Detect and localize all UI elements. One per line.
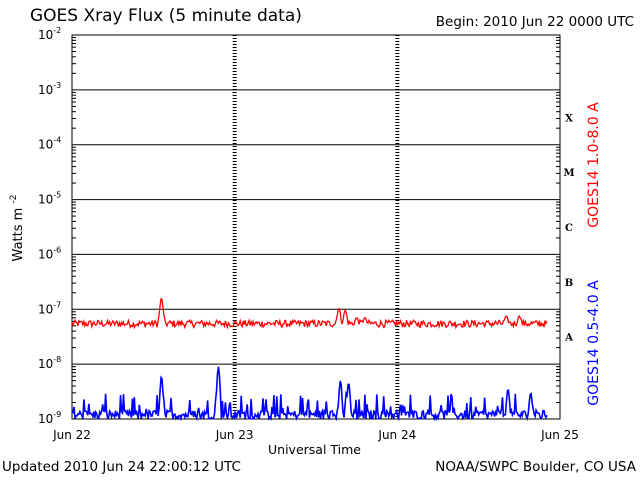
x-tick-label: Jun 24 <box>377 428 416 442</box>
y-tick-label: 10-3 <box>38 81 61 97</box>
flare-class-label: A <box>564 333 573 344</box>
flare-class-label: X <box>565 113 573 124</box>
series-legend: GOES14 1.0-8.0 A <box>586 102 602 228</box>
x-tick-label: Jun 23 <box>215 428 254 442</box>
flare-class-label: B <box>565 278 573 289</box>
x-tick-label: Jun 22 <box>52 428 91 442</box>
x-axis-label: Universal Time <box>268 442 361 457</box>
flare-class-label: C <box>565 223 573 234</box>
y-tick-label: 10-4 <box>38 136 61 152</box>
series-legend: GOES14 0.5-4.0 A <box>586 280 602 406</box>
y-tick-label: 10-9 <box>38 410 61 426</box>
y-tick-label: 10-6 <box>38 245 61 261</box>
y-tick-label: 10-7 <box>38 300 61 316</box>
y-tick-label: 10-5 <box>38 191 61 207</box>
x-tick-label: Jun 25 <box>540 428 579 442</box>
flare-class-label: M <box>563 168 574 179</box>
plot-frame <box>71 34 561 420</box>
updated-timestamp: Updated 2010 Jun 24 22:00:12 UTC <box>2 458 241 475</box>
series-line-long-wavelength <box>71 297 548 330</box>
series-line-short-wavelength <box>71 366 548 422</box>
chart-title: GOES Xray Flux (5 minute data) <box>30 6 302 26</box>
y-axis-label: Watts m -2 <box>9 195 26 262</box>
credit-text: NOAA/SWPC Boulder, CO USA <box>435 458 636 475</box>
begin-time: Begin: 2010 Jun 22 0000 UTC <box>435 14 634 30</box>
y-tick-label: 10-8 <box>38 355 61 371</box>
y-tick-label: 10-2 <box>38 26 61 42</box>
